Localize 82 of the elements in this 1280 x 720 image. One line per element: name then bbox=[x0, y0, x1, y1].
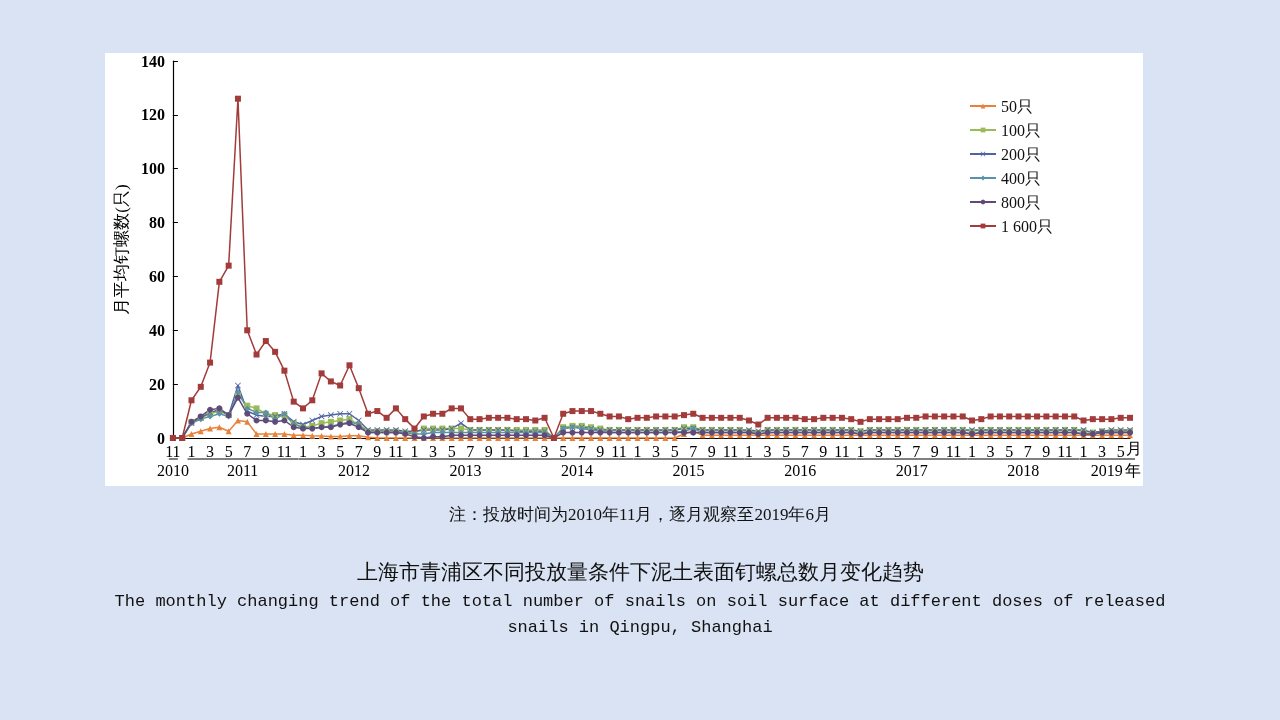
x-tick-label: 1 bbox=[522, 442, 530, 460]
x-tick-label: 7 bbox=[577, 442, 586, 460]
y-tick-label: 60 bbox=[148, 267, 165, 285]
text: 2012 bbox=[338, 461, 371, 479]
text: 2015 bbox=[672, 461, 705, 479]
text: 2011 bbox=[226, 461, 259, 479]
text: 2014 bbox=[561, 461, 594, 479]
x-tick-label: 11 bbox=[1057, 442, 1073, 460]
x-tick-label: 11 bbox=[165, 442, 181, 460]
text: The monthly changing trend of the total number of snails on soil surface at different doses of released snails in Qingpu, Shanghai bbox=[113, 591, 1167, 639]
x-tick-label: 5 bbox=[893, 442, 902, 460]
text: 年 bbox=[1125, 461, 1141, 479]
x-tick-label: 5 bbox=[447, 442, 456, 460]
x-tick-label: 7 bbox=[1023, 442, 1032, 460]
x-tick-label: 1 bbox=[298, 442, 307, 460]
legend-label: 400只 bbox=[1001, 169, 1041, 187]
y-tick-label: 40 bbox=[148, 321, 165, 339]
text: 注：投放时间为2010年11月，逐月观察至2019年6月 bbox=[448, 504, 832, 526]
x-tick-label: 11 bbox=[834, 442, 850, 460]
x-tick-label: 1 bbox=[968, 442, 977, 460]
x-tick-label: 3 bbox=[652, 442, 661, 460]
x-tick-label: 9 bbox=[707, 442, 716, 460]
x-tick-label: 1 bbox=[187, 442, 196, 460]
text: 2018 bbox=[1007, 461, 1040, 479]
x-axis-title: 月 bbox=[1125, 439, 1142, 457]
x-tick-label: 7 bbox=[689, 442, 698, 460]
x-tick-label: 3 bbox=[317, 442, 326, 460]
x-tick-label: 1 bbox=[410, 442, 419, 460]
x-tick-label: 5 bbox=[1116, 442, 1125, 460]
x-tick-label: 7 bbox=[912, 442, 921, 460]
x-tick-label: 11 bbox=[611, 442, 627, 460]
y-tick-label: 80 bbox=[148, 214, 165, 232]
y-tick-label: 100 bbox=[140, 160, 165, 178]
x-tick-label: 5 bbox=[336, 442, 345, 460]
y-tick-label: 20 bbox=[148, 375, 165, 393]
x-tick-label: 7 bbox=[354, 442, 363, 460]
x-tick-label: 3 bbox=[875, 442, 884, 460]
x-tick-label: 9 bbox=[484, 442, 493, 460]
x-tick-label: 7 bbox=[466, 442, 475, 460]
x-tick-label: 3 bbox=[1098, 442, 1107, 460]
x-tick-label: 9 bbox=[1042, 442, 1051, 460]
x-tick-label: 1 bbox=[745, 442, 754, 460]
x-tick-label: 9 bbox=[261, 442, 270, 460]
y-tick-label: 140 bbox=[140, 52, 165, 70]
x-tick-label: 11 bbox=[388, 442, 404, 460]
text: 上海市青浦区不同投放量条件下泥土表面钉螺总数月变化趋势 bbox=[355, 559, 925, 586]
x-tick-label: 1 bbox=[856, 442, 865, 460]
x-tick-label: 7 bbox=[243, 442, 252, 460]
x-tick-label: 5 bbox=[670, 442, 679, 460]
text: 2017 bbox=[895, 461, 928, 479]
text: 2019 bbox=[1090, 461, 1123, 479]
x-tick-label: 11 bbox=[499, 442, 516, 460]
legend-label: 100只 bbox=[1001, 121, 1041, 139]
legend-label: 50只 bbox=[1001, 97, 1033, 115]
x-tick-label: 1 bbox=[1079, 442, 1088, 460]
text: 2016 bbox=[784, 461, 817, 479]
x-tick-label: 1 bbox=[633, 442, 642, 460]
x-tick-label: 3 bbox=[986, 442, 995, 460]
x-tick-label: 5 bbox=[1005, 442, 1014, 460]
x-tick-label: 11 bbox=[276, 442, 293, 460]
y-tick-label: 0 bbox=[156, 429, 165, 447]
y-axis-title: 月平均钉螺数(只) bbox=[112, 184, 131, 315]
x-tick-label: 11 bbox=[945, 442, 962, 460]
legend-label: 800只 bbox=[1001, 193, 1041, 211]
text: 2010 bbox=[156, 461, 189, 479]
x-tick-label: 9 bbox=[819, 442, 828, 460]
x-tick-label: 7 bbox=[800, 442, 809, 460]
x-tick-label: 9 bbox=[373, 442, 382, 460]
x-tick-label: 3 bbox=[763, 442, 772, 460]
x-tick-label: 3 bbox=[206, 442, 215, 460]
x-tick-label: 11 bbox=[722, 442, 739, 460]
x-tick-label: 3 bbox=[540, 442, 549, 460]
x-tick-label: 9 bbox=[930, 442, 939, 460]
y-tick-label: 120 bbox=[140, 106, 165, 124]
legend-label: 200只 bbox=[1001, 145, 1041, 163]
x-tick-label: 5 bbox=[782, 442, 791, 460]
x-tick-label: 9 bbox=[596, 442, 605, 460]
x-tick-label: 5 bbox=[224, 442, 233, 460]
x-tick-label: 3 bbox=[429, 442, 438, 460]
text: 2013 bbox=[449, 461, 482, 479]
legend-label: 1 600只 bbox=[1001, 217, 1053, 235]
x-tick-label: 5 bbox=[559, 442, 568, 460]
